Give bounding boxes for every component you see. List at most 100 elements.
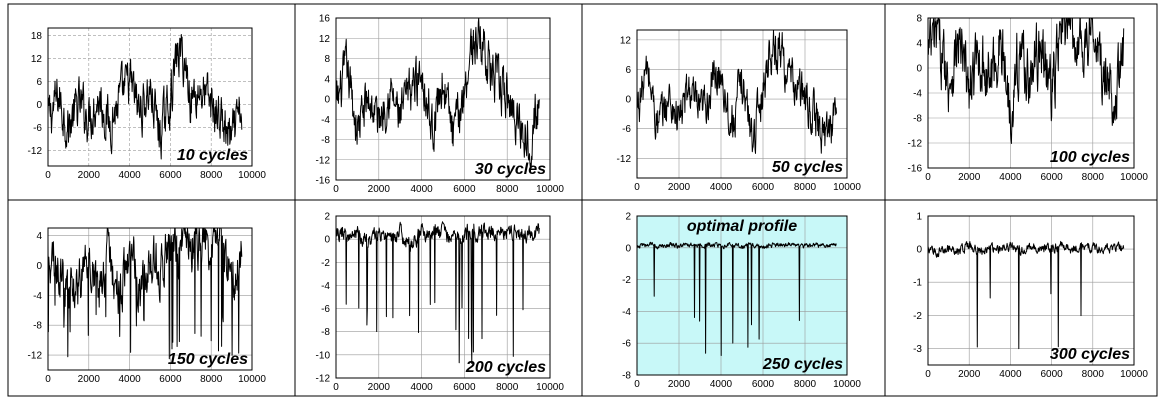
y-tick-label: 1 [916, 212, 922, 223]
plot-frame [636, 215, 848, 376]
x-tick-label: 4000 [999, 369, 1022, 380]
y-tick-label: 0 [324, 95, 330, 106]
x-tick-label: 0 [333, 382, 339, 393]
y-tick-label: -4 [913, 89, 922, 100]
plot-frame [335, 17, 551, 181]
x-tick-label: 2000 [368, 382, 391, 393]
y-tick-label: -12 [908, 139, 923, 150]
x-tick-label: 8000 [200, 374, 223, 385]
x-tick-label: 2000 [368, 184, 391, 195]
y-tick-label: -4 [622, 307, 631, 318]
y-tick-label: -12 [316, 374, 331, 385]
y-tick-label: 12 [31, 54, 43, 65]
x-tick-label: 6000 [1040, 172, 1063, 183]
y-tick-label: -6 [622, 339, 631, 350]
x-tick-label: 6000 [453, 382, 476, 393]
y-tick-label: -12 [316, 155, 331, 166]
y-tick-label: -12 [28, 146, 43, 157]
y-tick-label: 0 [625, 243, 631, 254]
x-tick-label: 8000 [1082, 172, 1105, 183]
panel-3: 0 2000 4000 6000 8000 10000 -12 -6 0 6 12 50 cycles [617, 29, 861, 193]
x-tick-label: 0 [925, 172, 931, 183]
panel-label: 200 cycles [465, 359, 546, 376]
series-line [335, 17, 540, 169]
y-tick-label: -8 [321, 135, 330, 146]
x-tick-label: 2000 [78, 374, 101, 385]
panel-label: 30 cycles [475, 161, 546, 178]
x-tick-label: 2000 [668, 182, 691, 193]
x-tick-label: 10000 [536, 184, 564, 195]
y-tick-label: 4 [324, 74, 330, 85]
x-tick-label: 4000 [410, 184, 433, 195]
y-tick-label: -6 [321, 304, 330, 315]
y-tick-label: -4 [33, 291, 42, 302]
panel-7: 0 2000 4000 6000 8000 10000 -8 -6 -4 -2 0 2 250 cycl… [622, 212, 861, 391]
y-tick-label: -8 [33, 321, 42, 332]
x-tick-label: 8000 [496, 184, 519, 195]
y-tick-label: -10 [316, 350, 331, 361]
x-tick-label: 10000 [536, 382, 564, 393]
y-tick-label: 6 [625, 65, 631, 76]
x-tick-label: 10000 [833, 182, 861, 193]
x-tick-label: 0 [45, 374, 51, 385]
x-tick-label: 4000 [710, 182, 733, 193]
y-tick-label: -16 [908, 164, 923, 175]
y-tick-label: -2 [622, 275, 631, 286]
series-line [927, 240, 1125, 350]
plot-frame [636, 29, 848, 179]
series-line [335, 221, 540, 364]
x-tick-label: 6000 [159, 170, 182, 181]
y-tick-label: -8 [913, 114, 922, 125]
x-tick-label: 4000 [118, 374, 141, 385]
y-tick-label: -8 [321, 327, 330, 338]
plot-frame [335, 215, 551, 379]
x-tick-label: 4000 [710, 379, 733, 390]
x-tick-label: 6000 [159, 374, 182, 385]
x-tick-label: 0 [634, 379, 640, 390]
y-tick-label: 18 [31, 31, 43, 42]
y-tick-label: 0 [916, 245, 922, 256]
panel-border-8 [884, 199, 1158, 397]
series-line [47, 227, 243, 360]
y-tick-label: -2 [321, 258, 330, 269]
plot-background [336, 216, 550, 378]
plot-frame [47, 27, 253, 167]
y-tick-label: -12 [28, 351, 43, 362]
y-tick-label: 8 [324, 54, 330, 65]
x-tick-label: 10000 [238, 170, 266, 181]
plot-background [637, 216, 847, 375]
series-line [47, 34, 243, 160]
panel-2: 0 2000 4000 6000 8000 10000 -16 -12 -8 -4 0 4 8 12 16 3… [316, 14, 565, 196]
x-tick-label: 4000 [999, 172, 1022, 183]
series-line [927, 17, 1125, 144]
y-tick-label: 6 [36, 77, 42, 88]
series-line [636, 29, 837, 154]
y-tick-label: -12 [617, 154, 632, 165]
x-tick-label: 8000 [794, 379, 817, 390]
y-tick-label: -4 [321, 281, 330, 292]
x-tick-label: 10000 [1120, 172, 1148, 183]
y-tick-label: -2 [913, 311, 922, 322]
panel-title: optimal profile [687, 218, 797, 235]
x-tick-label: 2000 [958, 369, 981, 380]
x-tick-label: 4000 [118, 170, 141, 181]
y-tick-label: 12 [620, 35, 632, 46]
panel-6: 0 2000 4000 6000 8000 10000 -12 -10 -8 -6 -4 -2 0 2 20… [316, 212, 565, 394]
panel-5: 0 2000 4000 6000 8000 10000 -12 -8 -4 0 4 150 cycle… [28, 227, 266, 385]
plot-background [928, 216, 1134, 365]
x-tick-label: 6000 [453, 184, 476, 195]
x-tick-label: 8000 [496, 382, 519, 393]
y-tick-label: 0 [324, 235, 330, 246]
panel-label: 300 cycles [1050, 346, 1130, 363]
y-tick-label: -16 [316, 176, 331, 187]
y-tick-label: 16 [319, 14, 331, 25]
x-tick-label: 0 [925, 369, 931, 380]
x-tick-label: 2000 [958, 172, 981, 183]
y-tick-label: 4 [916, 39, 922, 50]
x-tick-label: 2000 [78, 170, 101, 181]
y-tick-label: -8 [622, 371, 631, 382]
panel-label: 10 cycles [177, 147, 248, 164]
x-tick-label: 8000 [1082, 369, 1105, 380]
x-tick-label: 6000 [752, 182, 775, 193]
